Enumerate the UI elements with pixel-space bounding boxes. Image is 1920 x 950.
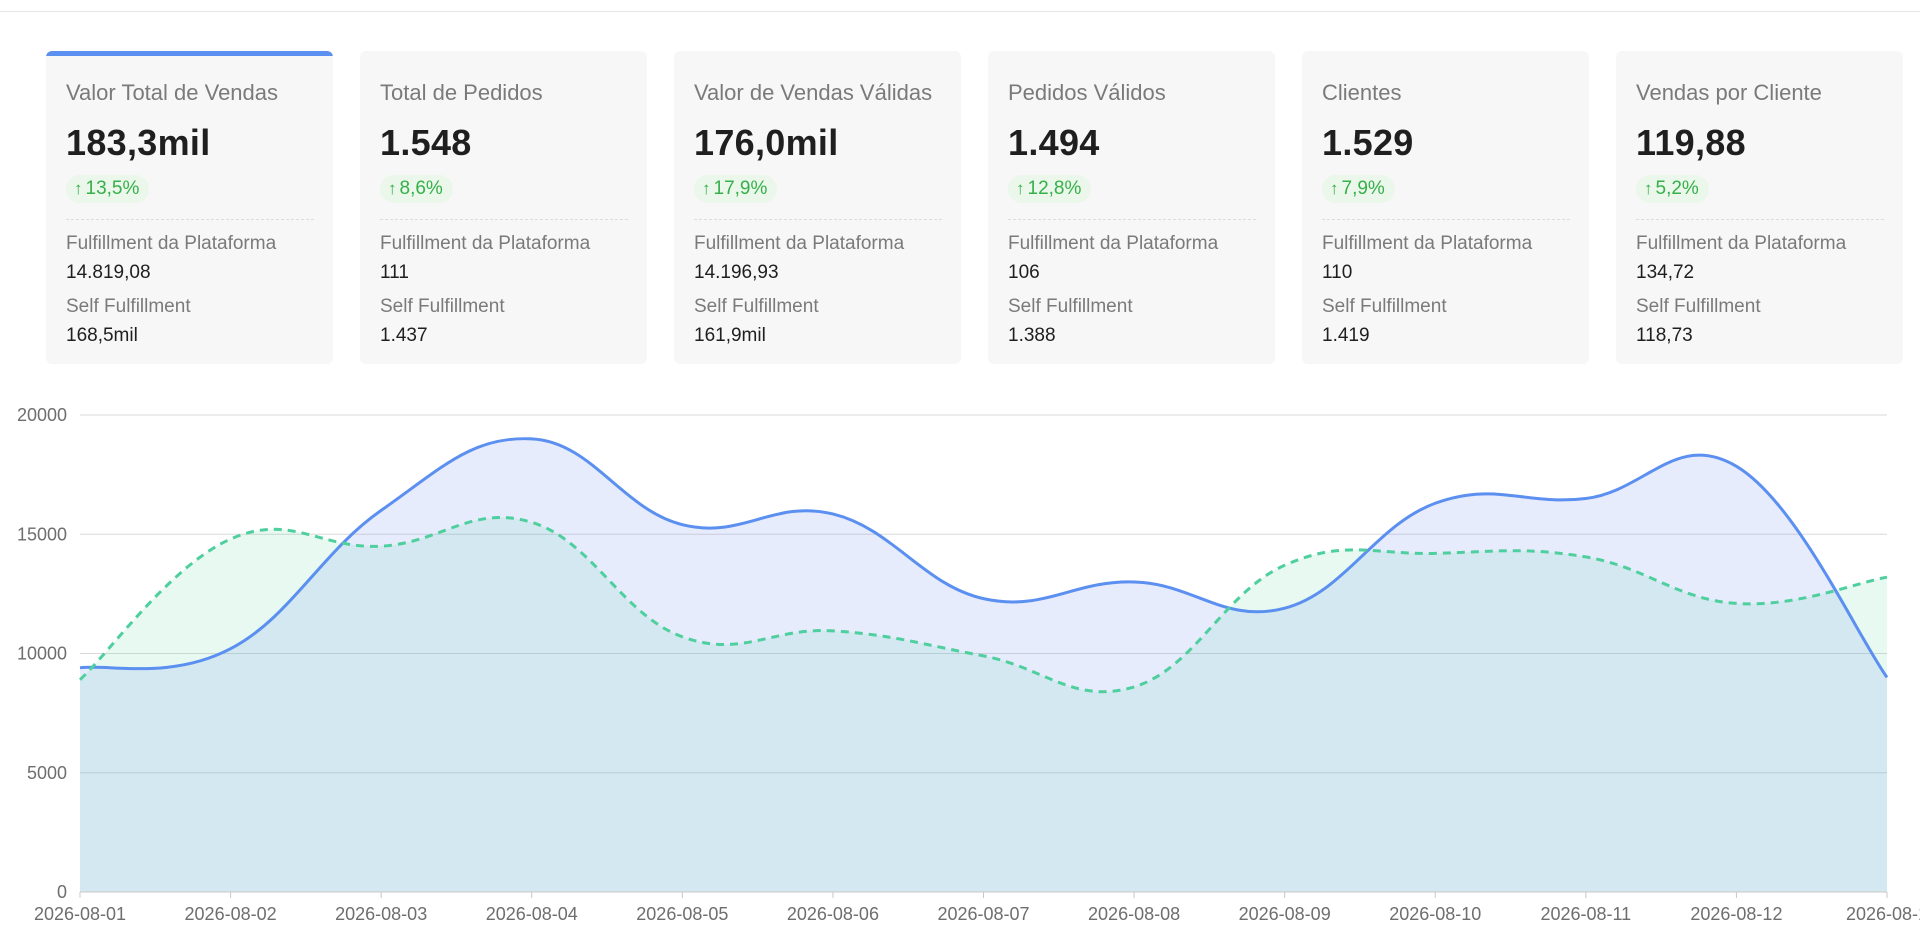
self-label: Self Fulfillment xyxy=(66,296,191,317)
x-tick-label: 2026-08-08 xyxy=(1088,904,1180,924)
self-label: Self Fulfillment xyxy=(694,296,819,317)
platform-value: 134,72 xyxy=(1636,262,1695,283)
x-tick-label: 2026-08-10 xyxy=(1389,904,1481,924)
platform-label: Fulfillment da Plataforma xyxy=(380,233,591,254)
arrow-up-icon: ↑ xyxy=(1016,179,1025,198)
x-tick-label: 2026-08-1 xyxy=(1846,904,1920,924)
x-tick-label: 2026-08-07 xyxy=(937,904,1029,924)
top-divider xyxy=(0,11,1920,12)
platform-label: Fulfillment da Plataforma xyxy=(66,233,277,254)
series-previous-line xyxy=(78,516,1888,694)
x-tick-label: 2026-08-05 xyxy=(636,904,728,924)
card-title: Valor de Vendas Válidas xyxy=(694,80,933,105)
self-value: 161,9mil xyxy=(694,325,766,346)
metric-cards: Valor Total de Vendas 183,3mil ↑ 13,5% F… xyxy=(46,51,1903,364)
y-tick-label: 10000 xyxy=(17,644,67,664)
self-value: 118,73 xyxy=(1636,325,1693,346)
platform-label: Fulfillment da Plataforma xyxy=(1322,233,1533,254)
x-tick-label: 2026-08-02 xyxy=(185,904,277,924)
metric-card-valid-sales[interactable]: Valor de Vendas Válidas 176,0mil ↑ 17,9%… xyxy=(674,51,961,364)
y-tick-label: 5000 xyxy=(27,763,67,783)
platform-value: 106 xyxy=(1008,262,1040,283)
change-badge: ↑ 17,9% xyxy=(694,175,778,203)
platform-label: Fulfillment da Plataforma xyxy=(1008,233,1219,254)
self-label: Self Fulfillment xyxy=(1008,296,1133,317)
self-value: 1.419 xyxy=(1322,325,1370,346)
self-label: Self Fulfillment xyxy=(1636,296,1761,317)
card-value: 176,0mil xyxy=(694,122,839,163)
change-badge: ↑ 7,9% xyxy=(1322,175,1395,203)
card-title: Pedidos Válidos xyxy=(1008,80,1166,105)
platform-label: Fulfillment da Plataforma xyxy=(1636,233,1847,254)
change-value: 12,8% xyxy=(1027,178,1082,199)
change-badge: ↑ 12,8% xyxy=(1008,175,1092,203)
x-tick-label: 2026-08-11 xyxy=(1540,904,1631,924)
metric-card-valid-orders[interactable]: Pedidos Válidos 1.494 ↑ 12,8% Fulfillmen… xyxy=(988,51,1275,364)
self-label: Self Fulfillment xyxy=(380,296,505,317)
card-value: 119,88 xyxy=(1636,122,1746,163)
card-value: 1.494 xyxy=(1008,122,1100,163)
card-title: Total de Pedidos xyxy=(380,80,543,105)
platform-label: Fulfillment da Plataforma xyxy=(694,233,905,254)
arrow-up-icon: ↑ xyxy=(702,179,711,198)
series-current-line xyxy=(79,437,1889,679)
metric-card-total-sales[interactable]: Valor Total de Vendas 183,3mil ↑ 13,5% F… xyxy=(46,51,333,364)
y-tick-label: 15000 xyxy=(17,524,67,544)
self-label: Self Fulfillment xyxy=(1322,296,1447,317)
x-tick-label: 2026-08-04 xyxy=(486,904,578,924)
card-title: Clientes xyxy=(1322,80,1402,105)
card-divider xyxy=(1636,219,1884,220)
arrow-up-icon: ↑ xyxy=(1330,179,1339,198)
card-title: Valor Total de Vendas xyxy=(66,80,279,105)
metric-card-total-orders[interactable]: Total de Pedidos 1.548 ↑ 8,6% Fulfillmen… xyxy=(360,51,647,364)
card-divider xyxy=(66,219,314,220)
x-tick-label: 2026-08-09 xyxy=(1239,904,1331,924)
y-axis: 0 5000 10000 15000 20000 xyxy=(17,405,67,902)
trend-chart: 0 5000 10000 15000 20000 2026-08-01 2026-08-0… xyxy=(0,395,1920,950)
x-tick-label: 2026-08-03 xyxy=(335,904,427,924)
arrow-up-icon: ↑ xyxy=(1644,179,1653,198)
change-value: 8,6% xyxy=(399,178,443,199)
arrow-up-icon: ↑ xyxy=(388,179,397,198)
card-divider xyxy=(1008,219,1256,220)
platform-value: 14.819,08 xyxy=(66,262,151,283)
change-badge: ↑ 8,6% xyxy=(380,175,453,203)
change-badge: ↑ 5,2% xyxy=(1636,175,1709,203)
card-value: 1.548 xyxy=(380,122,472,163)
x-tick-label: 2026-08-12 xyxy=(1690,904,1782,924)
series-previous-area xyxy=(80,517,1887,892)
metric-card-sales-per-customer[interactable]: Vendas por Cliente 119,88 ↑ 5,2% Fulfill… xyxy=(1616,51,1903,364)
x-tick-label: 2026-08-06 xyxy=(787,904,879,924)
self-value: 1.437 xyxy=(380,325,428,346)
card-title: Vendas por Cliente xyxy=(1636,80,1822,105)
x-tick-label: 2026-08-01 xyxy=(34,904,126,924)
metric-card-customers[interactable]: Clientes 1.529 ↑ 7,9% Fulfillment da Pla… xyxy=(1302,51,1589,364)
card-value: 1.529 xyxy=(1322,122,1414,163)
change-badge: ↑ 13,5% xyxy=(66,175,150,203)
chart-areas xyxy=(80,438,1887,892)
self-value: 168,5mil xyxy=(66,325,138,346)
change-value: 13,5% xyxy=(85,178,140,199)
card-divider xyxy=(380,219,628,220)
card-value: 183,3mil xyxy=(66,122,211,163)
self-value: 1.388 xyxy=(1008,325,1056,346)
y-tick-label: 20000 xyxy=(17,405,67,425)
y-tick-label: 0 xyxy=(57,882,67,902)
platform-value: 111 xyxy=(380,262,409,283)
arrow-up-icon: ↑ xyxy=(74,179,83,198)
platform-value: 14.196,93 xyxy=(694,262,779,283)
change-value: 7,9% xyxy=(1341,178,1385,199)
chart-lines xyxy=(78,437,1889,694)
change-value: 5,2% xyxy=(1655,178,1699,199)
change-value: 17,9% xyxy=(713,178,768,199)
platform-value: 110 xyxy=(1322,262,1353,283)
x-axis: 2026-08-01 2026-08-02 2026-08-03 2026-08-04… xyxy=(34,891,1920,924)
card-divider xyxy=(694,219,942,220)
card-divider xyxy=(1322,219,1570,220)
